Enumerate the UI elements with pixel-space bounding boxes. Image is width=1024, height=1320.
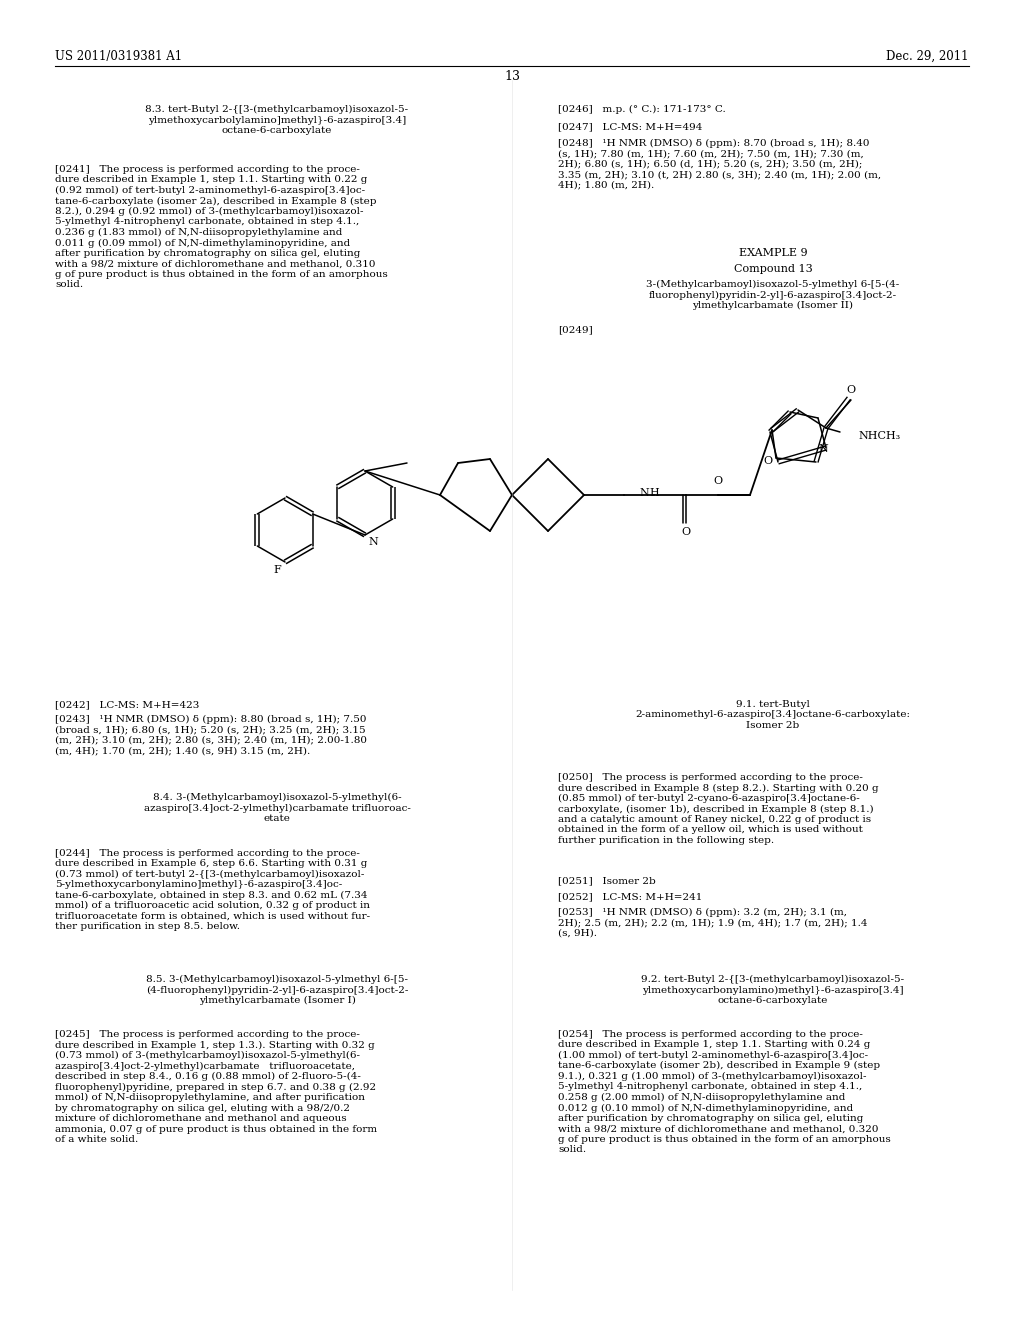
Text: O: O bbox=[847, 385, 856, 395]
Text: H: H bbox=[649, 488, 658, 498]
Text: O: O bbox=[714, 477, 723, 486]
Text: Compound 13: Compound 13 bbox=[733, 264, 812, 275]
Text: [0248]   ¹H NMR (DMSO) δ (ppm): 8.70 (broad s, 1H); 8.40
(s, 1H); 7.80 (m, 1H); : [0248] ¹H NMR (DMSO) δ (ppm): 8.70 (broa… bbox=[558, 139, 881, 190]
Text: 3-(Methylcarbamoyl)isoxazol-5-ylmethyl 6-[5-(4-
fluorophenyl)pyridin-2-yl]-6-aza: 3-(Methylcarbamoyl)isoxazol-5-ylmethyl 6… bbox=[646, 280, 900, 310]
Text: 8.5. 3-(Methylcarbamoyl)isoxazol-5-ylmethyl 6-[5-
(4-fluorophenyl)pyridin-2-yl]-: 8.5. 3-(Methylcarbamoyl)isoxazol-5-ylmet… bbox=[145, 975, 409, 1006]
Text: [0250]   The process is performed according to the proce-
dure described in Exam: [0250] The process is performed accordin… bbox=[558, 774, 879, 845]
Text: [0245]   The process is performed according to the proce-
dure described in Exam: [0245] The process is performed accordin… bbox=[55, 1030, 377, 1144]
Text: NHCH₃: NHCH₃ bbox=[858, 432, 900, 441]
Text: F: F bbox=[273, 565, 281, 576]
Text: [0253]   ¹H NMR (DMSO) δ (ppm): 3.2 (m, 2H); 3.1 (m,
2H); 2.5 (m, 2H); 2.2 (m, 1: [0253] ¹H NMR (DMSO) δ (ppm): 3.2 (m, 2H… bbox=[558, 908, 867, 939]
Text: O: O bbox=[763, 455, 772, 466]
Text: EXAMPLE 9: EXAMPLE 9 bbox=[738, 248, 807, 257]
Text: [0241]   The process is performed according to the proce-
dure described in Exam: [0241] The process is performed accordin… bbox=[55, 165, 388, 289]
Text: [0254]   The process is performed according to the proce-
dure described in Exam: [0254] The process is performed accordin… bbox=[558, 1030, 891, 1154]
Text: N: N bbox=[639, 488, 649, 498]
Text: 8.3. tert-Butyl 2-{[3-(methylcarbamoyl)isoxazol-5-
ylmethoxycarbolylamino]methyl: 8.3. tert-Butyl 2-{[3-(methylcarbamoyl)i… bbox=[145, 106, 409, 135]
Text: 13: 13 bbox=[504, 70, 520, 83]
Text: [0243]   ¹H NMR (DMSO) δ (ppm): 8.80 (broad s, 1H); 7.50
(broad s, 1H); 6.80 (s,: [0243] ¹H NMR (DMSO) δ (ppm): 8.80 (broa… bbox=[55, 715, 367, 755]
Text: Dec. 29, 2011: Dec. 29, 2011 bbox=[887, 50, 969, 63]
Text: [0249]: [0249] bbox=[558, 325, 593, 334]
Text: N: N bbox=[818, 444, 827, 454]
Text: 9.1. tert-Butyl
2-aminomethyl-6-azaspiro[3.4]octane-6-carboxylate:
Isomer 2b: 9.1. tert-Butyl 2-aminomethyl-6-azaspiro… bbox=[636, 700, 910, 730]
Text: US 2011/0319381 A1: US 2011/0319381 A1 bbox=[55, 50, 182, 63]
Text: O: O bbox=[681, 527, 690, 537]
Text: [0244]   The process is performed according to the proce-
dure described in Exam: [0244] The process is performed accordin… bbox=[55, 849, 370, 931]
Text: [0242]   LC-MS: M+H=423: [0242] LC-MS: M+H=423 bbox=[55, 700, 200, 709]
Text: [0252]   LC-MS: M+H=241: [0252] LC-MS: M+H=241 bbox=[558, 892, 702, 902]
Text: [0247]   LC-MS: M+H=494: [0247] LC-MS: M+H=494 bbox=[558, 121, 702, 131]
Text: N: N bbox=[368, 537, 378, 546]
Text: 9.2. tert-Butyl 2-{[3-(methylcarbamoyl)isoxazol-5-
ylmethoxycarbonylamino)methyl: 9.2. tert-Butyl 2-{[3-(methylcarbamoyl)i… bbox=[641, 975, 904, 1005]
Text: [0251]   Isomer 2b: [0251] Isomer 2b bbox=[558, 876, 655, 884]
Text: 8.4. 3-(Methylcarbamoyl)isoxazol-5-ylmethyl(6-
azaspiro[3.4]oct-2-ylmethyl)carba: 8.4. 3-(Methylcarbamoyl)isoxazol-5-ylmet… bbox=[143, 793, 411, 824]
Text: [0246]   m.p. (° C.): 171-173° C.: [0246] m.p. (° C.): 171-173° C. bbox=[558, 106, 726, 114]
